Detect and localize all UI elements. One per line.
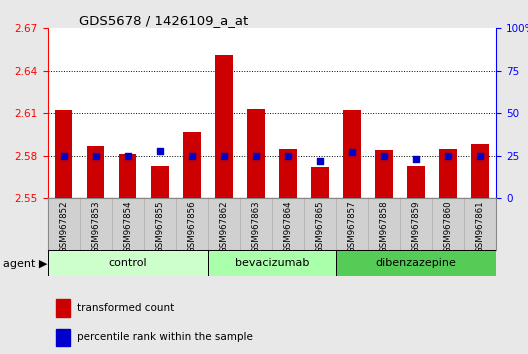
Text: GSM967856: GSM967856 (187, 201, 196, 253)
Text: GSM967860: GSM967860 (444, 201, 452, 253)
Text: GSM967861: GSM967861 (476, 201, 485, 253)
Text: GDS5678 / 1426109_a_at: GDS5678 / 1426109_a_at (79, 14, 249, 27)
Text: agent ▶: agent ▶ (3, 259, 47, 269)
Point (156, 148, 164, 154)
Text: control: control (108, 258, 147, 268)
Text: GSM967853: GSM967853 (91, 201, 100, 253)
Text: GSM967864: GSM967864 (284, 201, 293, 253)
Bar (119, 154, 136, 198)
Point (187, 153, 196, 159)
Point (59, 153, 68, 159)
Text: percentile rank within the sample: percentile rank within the sample (77, 332, 252, 342)
Bar (311, 167, 329, 198)
Point (316, 158, 324, 164)
FancyBboxPatch shape (208, 250, 336, 276)
FancyBboxPatch shape (336, 250, 496, 276)
Text: GSM967863: GSM967863 (251, 201, 260, 253)
Point (124, 153, 132, 159)
Text: GSM967862: GSM967862 (219, 201, 228, 253)
Bar (375, 150, 393, 198)
Text: dibenzazepine: dibenzazepine (376, 258, 457, 268)
Point (252, 153, 260, 159)
Text: GSM967858: GSM967858 (380, 201, 389, 253)
FancyBboxPatch shape (48, 250, 208, 276)
Bar (279, 149, 297, 198)
Text: GSM967854: GSM967854 (123, 201, 132, 253)
Bar (151, 166, 168, 198)
Text: GSM967859: GSM967859 (412, 201, 421, 253)
Bar (183, 132, 201, 198)
Text: GSM967855: GSM967855 (155, 201, 164, 253)
Bar (472, 144, 489, 198)
Bar (87, 146, 105, 198)
Point (348, 149, 356, 155)
Bar (247, 109, 265, 198)
Point (444, 153, 452, 159)
Bar (439, 149, 457, 198)
Point (412, 156, 420, 162)
Point (380, 153, 389, 159)
Point (220, 153, 228, 159)
Point (284, 153, 292, 159)
Bar (56, 299, 70, 317)
Point (91, 153, 100, 159)
Bar (408, 166, 425, 198)
Point (476, 153, 485, 159)
Bar (343, 110, 361, 198)
Bar (56, 329, 70, 346)
Text: transformed count: transformed count (77, 303, 174, 313)
Text: GSM967857: GSM967857 (347, 201, 356, 253)
Text: GSM967865: GSM967865 (316, 201, 325, 253)
Bar (215, 55, 233, 198)
Text: GSM967852: GSM967852 (59, 201, 68, 253)
Bar (55, 110, 72, 198)
Text: bevacizumab: bevacizumab (235, 258, 309, 268)
